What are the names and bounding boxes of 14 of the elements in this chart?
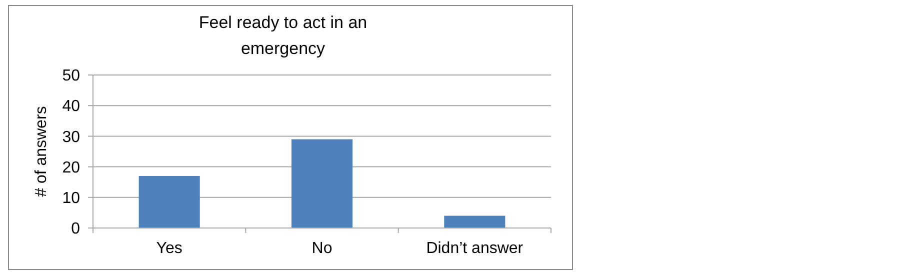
y-tick-label: 0 [71, 220, 80, 238]
chart-title: Feel ready to act in an emergency [198, 13, 368, 58]
x-tick-label: Yes [156, 240, 182, 257]
x-tick-label: Didn’t answer [426, 240, 524, 257]
y-axis-title: # of answers [33, 106, 50, 197]
y-tick-label: 30 [62, 128, 80, 146]
y-tick-label: 20 [62, 159, 80, 176]
y-tick-label: 50 [62, 68, 80, 85]
x-tick-label: No [312, 240, 332, 257]
y-tick-label: 40 [62, 98, 80, 116]
bar [291, 139, 353, 228]
y-tick-label: 10 [62, 190, 80, 207]
bar [138, 176, 200, 228]
bar [444, 216, 506, 228]
